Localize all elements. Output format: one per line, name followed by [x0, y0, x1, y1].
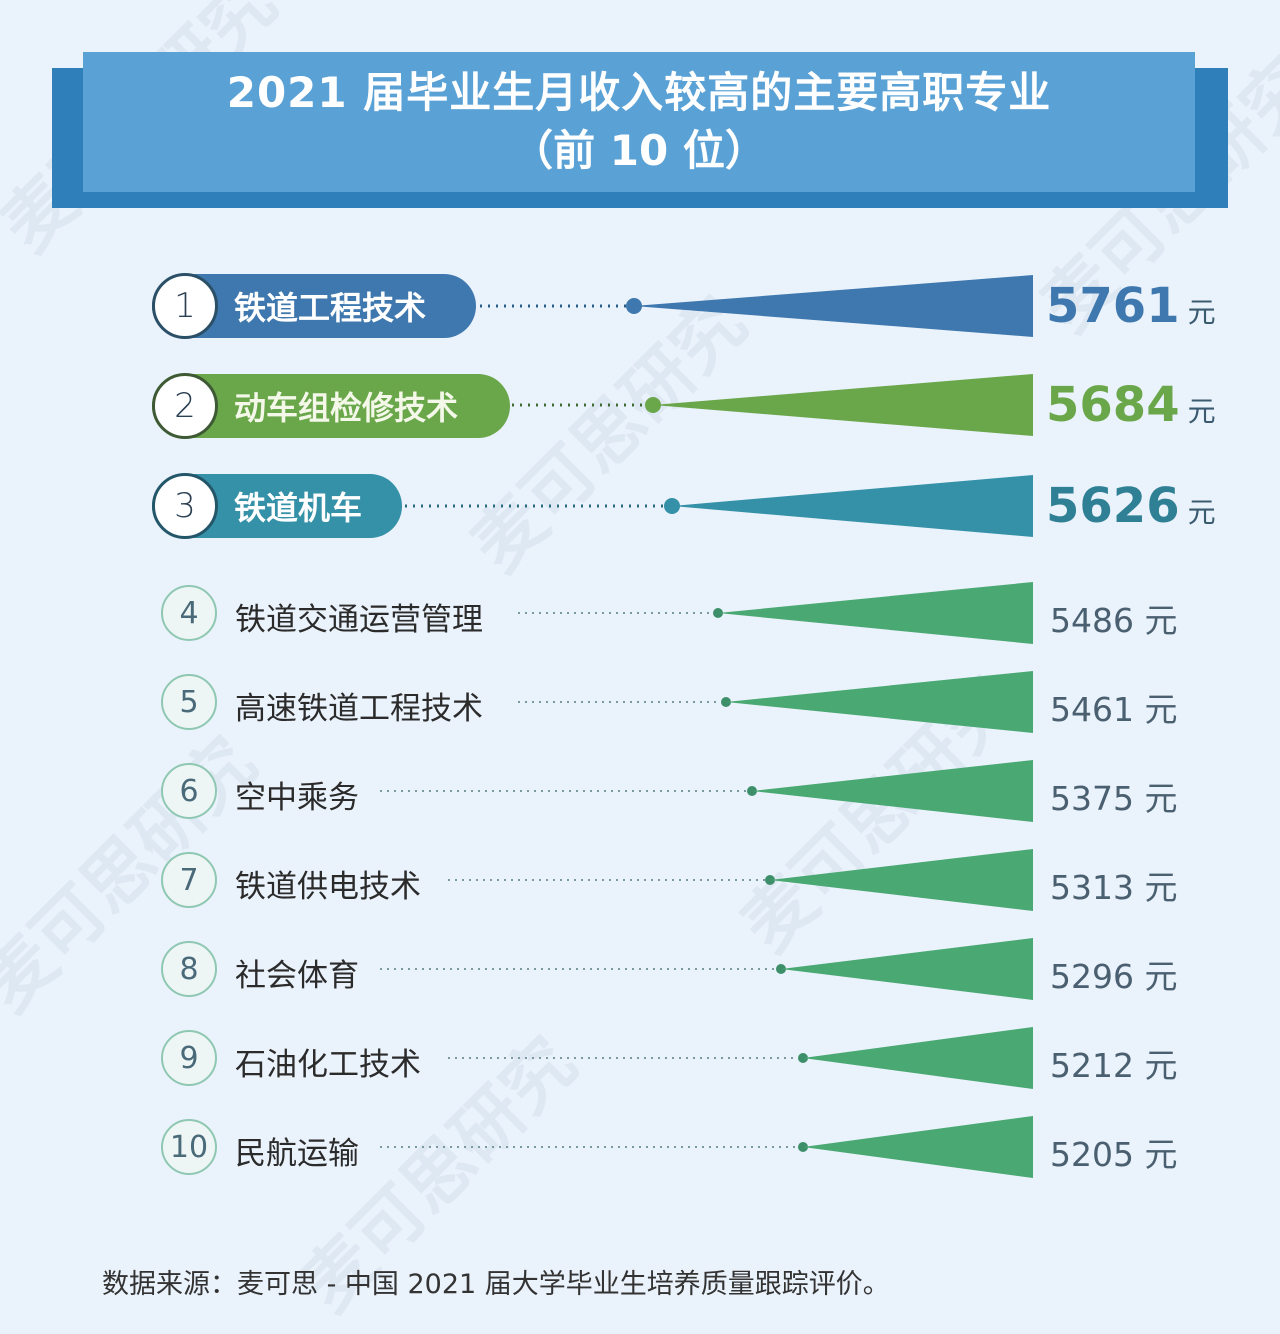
category-label-4: 铁道交通运营管理: [235, 602, 483, 638]
unit-label: 元: [1187, 296, 1216, 329]
value-number: 5212: [1050, 1046, 1134, 1085]
category-label-10: 民航运输: [235, 1136, 359, 1172]
value-number: 5375: [1050, 779, 1134, 818]
bar-row-8: [380, 938, 1033, 1000]
chart-title: 2021 届毕业生月收入较高的主要高职专业: [226, 68, 1052, 117]
category-label-9: 石油化工技术: [235, 1047, 421, 1083]
value-label-1: 5761 元: [1046, 278, 1216, 334]
value-number: 5313: [1050, 868, 1134, 907]
rank-badge-3: 3: [152, 473, 218, 539]
value-label-9: 5212 元: [1050, 1039, 1177, 1087]
data-source-note: 数据来源：麦可思 - 中国 2021 届大学毕业生培养质量跟踪评价。: [102, 1269, 890, 1300]
value-number: 5461: [1050, 690, 1134, 729]
rank-badge-4: 4: [161, 585, 217, 641]
value-number: 5205: [1050, 1135, 1134, 1174]
rank-badge-6: 6: [161, 763, 217, 819]
bar-row-2: [512, 374, 1033, 436]
category-label-6: 空中乘务: [235, 780, 359, 816]
rank-badge-7: 7: [161, 852, 217, 908]
value-label-6: 5375 元: [1050, 772, 1177, 820]
category-label: 铁道机车: [234, 489, 363, 527]
rank-badge-8: 8: [161, 941, 217, 997]
unit-label: 元: [1144, 868, 1178, 907]
value-number: 5486: [1050, 601, 1134, 640]
bar-row-4: [518, 582, 1033, 644]
rank-badge-10: 10: [161, 1119, 217, 1175]
unit-label: 元: [1144, 957, 1178, 996]
bar-row-7: [448, 849, 1033, 911]
rank-badge-5: 5: [161, 674, 217, 730]
chart-subtitle: （前 10 位）: [511, 126, 767, 175]
bar-row-5: [518, 671, 1033, 733]
value-label-8: 5296 元: [1050, 950, 1177, 998]
value-number: 5684: [1046, 377, 1180, 433]
unit-label: 元: [1144, 601, 1178, 640]
value-number: 5761: [1046, 278, 1180, 334]
bar-row-9: [448, 1027, 1033, 1089]
category-label-8: 社会体育: [235, 958, 359, 994]
rank-badge-2: 2: [152, 373, 218, 439]
value-label-10: 5205 元: [1050, 1128, 1177, 1176]
bar-row-1: [480, 275, 1033, 337]
value-label-5: 5461 元: [1050, 683, 1177, 731]
rank-badge-1: 1: [152, 273, 218, 339]
value-label-2: 5684 元: [1046, 377, 1216, 433]
unit-label: 元: [1187, 496, 1216, 529]
bar-row-3: [405, 475, 1033, 537]
category-label: 动车组检修技术: [234, 389, 459, 427]
unit-label: 元: [1144, 1046, 1178, 1085]
rank-badge-9: 9: [161, 1030, 217, 1086]
unit-label: 元: [1144, 1135, 1178, 1174]
value-label-7: 5313 元: [1050, 861, 1177, 909]
category-label-5: 高速铁道工程技术: [235, 691, 483, 727]
bar-row-10: [380, 1116, 1033, 1178]
unit-label: 元: [1187, 395, 1216, 428]
header-box: 2021 届毕业生月收入较高的主要高职专业 （前 10 位）: [83, 52, 1195, 192]
value-label-3: 5626 元: [1046, 478, 1216, 534]
category-label-7: 铁道供电技术: [235, 869, 421, 905]
value-label-4: 5486 元: [1050, 594, 1177, 642]
category-label: 铁道工程技术: [234, 289, 427, 327]
unit-label: 元: [1144, 779, 1178, 818]
value-number: 5626: [1046, 478, 1180, 534]
value-number: 5296: [1050, 957, 1134, 996]
bar-row-6: [380, 760, 1033, 822]
unit-label: 元: [1144, 690, 1178, 729]
